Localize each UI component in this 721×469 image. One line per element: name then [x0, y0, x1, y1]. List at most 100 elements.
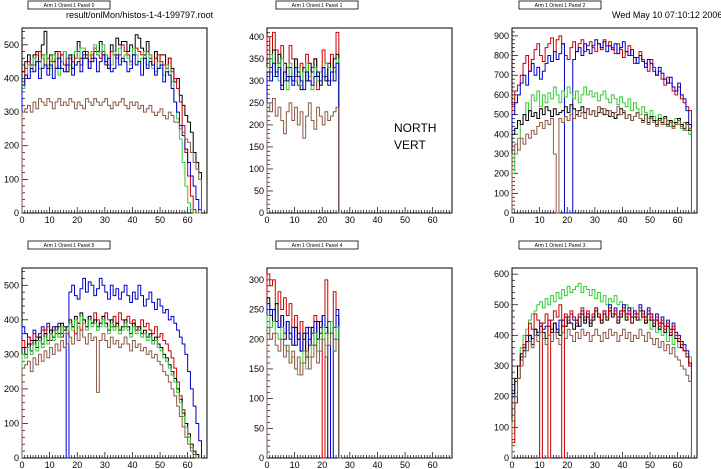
y-tick-label: 600 [494, 90, 509, 100]
y-tick-label: 250 [249, 305, 264, 315]
x-tick-label: 20 [317, 215, 327, 225]
histogram-panel-1: Arm 1 Orient 1 Panel 1 0 10 20 30 40 50 60 0 50 10… [249, 0, 453, 225]
panel-title-box [518, 0, 602, 10]
series-black [511, 310, 692, 458]
x-tick-label: 50 [645, 215, 655, 225]
y-tick-label: 300 [494, 149, 509, 159]
y-tick-label: 100 [494, 422, 509, 432]
x-tick-label: 20 [72, 215, 82, 225]
y-tick-label: 500 [494, 300, 509, 310]
x-tick-label: 10 [535, 215, 545, 225]
x-tick-label: 0 [19, 215, 24, 225]
y-tick-label: 100 [494, 188, 509, 198]
series-red [21, 312, 202, 459]
series-green [511, 282, 692, 458]
x-tick-label: 10 [45, 215, 55, 225]
panel-title-box [275, 0, 359, 10]
y-tick-label: 0 [504, 208, 509, 218]
series-brown [511, 106, 692, 214]
y-tick-label: 200 [494, 392, 509, 402]
y-tick-label: 300 [494, 361, 509, 371]
y-tick-label: 900 [494, 31, 509, 41]
panel-title-box [27, 0, 111, 10]
panel-title-box [518, 240, 602, 250]
x-tick-label: 20 [72, 460, 82, 469]
x-tick-label: 50 [645, 460, 655, 469]
x-tick-label: 30 [590, 215, 600, 225]
y-tick-label: 200 [4, 384, 19, 394]
series-blue [266, 303, 342, 459]
series-black [511, 104, 692, 213]
series-brown [511, 328, 692, 458]
plot-frame [511, 267, 698, 459]
series-brown [21, 98, 202, 213]
y-tick-label: 500 [4, 280, 19, 290]
x-tick-label: 30 [100, 215, 110, 225]
x-tick-label: 60 [428, 215, 438, 225]
y-tick-label: 300 [4, 349, 19, 359]
series-green [266, 53, 342, 214]
x-tick-label: 0 [509, 460, 514, 469]
x-tick-label: 10 [535, 460, 545, 469]
histogram-panel-5: Arm 1 Orient 1 Panel 30 10 20 30 40 50 6001002… [494, 240, 698, 469]
x-tick-label: 50 [155, 215, 165, 225]
x-tick-label: 20 [317, 460, 327, 469]
y-tick-label: 200 [249, 334, 264, 344]
y-tick-label: 500 [4, 40, 19, 50]
y-tick-label: 300 [4, 107, 19, 117]
panel-title-box [275, 240, 359, 250]
series-brown [21, 329, 202, 459]
y-tick-label: 200 [4, 141, 19, 151]
series-red [511, 35, 692, 213]
y-tick-label: 100 [4, 418, 19, 428]
y-tick-label: 0 [14, 453, 19, 463]
y-tick-label: 0 [14, 208, 19, 218]
y-tick-label: 400 [4, 315, 19, 325]
y-tick-label: 150 [249, 142, 264, 152]
file-path-label: result/onlMon/histos-1-4-199797.root [66, 10, 214, 20]
annotation-north: NORTH [394, 121, 437, 135]
panel-title: Arm 1 Orient 1 Panel 4 [292, 243, 343, 249]
series-black [21, 312, 202, 459]
x-tick-label: 20 [562, 460, 572, 469]
histogram-panel-2: Arm 1 Orient 1 Panel 20 10 20 30 40 50 6001002… [494, 0, 698, 225]
y-tick-label: 400 [4, 73, 19, 83]
panel-title-box [27, 240, 111, 250]
y-tick-label: 100 [4, 174, 19, 184]
x-tick-label: 60 [183, 215, 193, 225]
y-tick-label: 400 [494, 330, 509, 340]
y-tick-label: 0 [259, 208, 264, 218]
series-green [511, 86, 692, 213]
x-tick-label: 20 [562, 215, 572, 225]
y-tick-label: 400 [249, 32, 264, 42]
x-tick-label: 40 [127, 460, 137, 469]
x-tick-label: 10 [45, 460, 55, 469]
x-tick-label: 30 [590, 460, 600, 469]
x-tick-label: 30 [100, 460, 110, 469]
x-tick-label: 40 [617, 215, 627, 225]
x-tick-label: 50 [400, 215, 410, 225]
series-red [21, 44, 202, 214]
series-blue [266, 62, 342, 214]
y-tick-label: 50 [254, 186, 264, 196]
x-tick-label: 50 [400, 460, 410, 469]
series-brown [266, 97, 342, 214]
series-green [21, 315, 202, 459]
y-tick-label: 100 [249, 164, 264, 174]
x-tick-label: 40 [617, 460, 627, 469]
x-tick-label: 30 [345, 215, 355, 225]
x-tick-label: 0 [19, 460, 24, 469]
y-tick-label: 0 [504, 453, 509, 463]
annotation-vert: VERT [394, 138, 426, 152]
timestamp-label: Wed May 10 07:10:12 2006 [612, 10, 721, 20]
x-tick-label: 50 [155, 460, 165, 469]
y-tick-label: 150 [249, 364, 264, 374]
x-tick-label: 60 [673, 215, 683, 225]
x-tick-label: 0 [264, 460, 269, 469]
histogram-panel-0: Arm 1 Orient 1 Panel 0 0 10 20 30 40 50 60 0 100 2… [4, 0, 208, 225]
y-tick-label: 600 [494, 269, 509, 279]
panel-title: Arm 1 Orient 1 Panel 0 [44, 3, 95, 9]
series-brown [266, 326, 342, 459]
x-tick-label: 60 [183, 460, 193, 469]
